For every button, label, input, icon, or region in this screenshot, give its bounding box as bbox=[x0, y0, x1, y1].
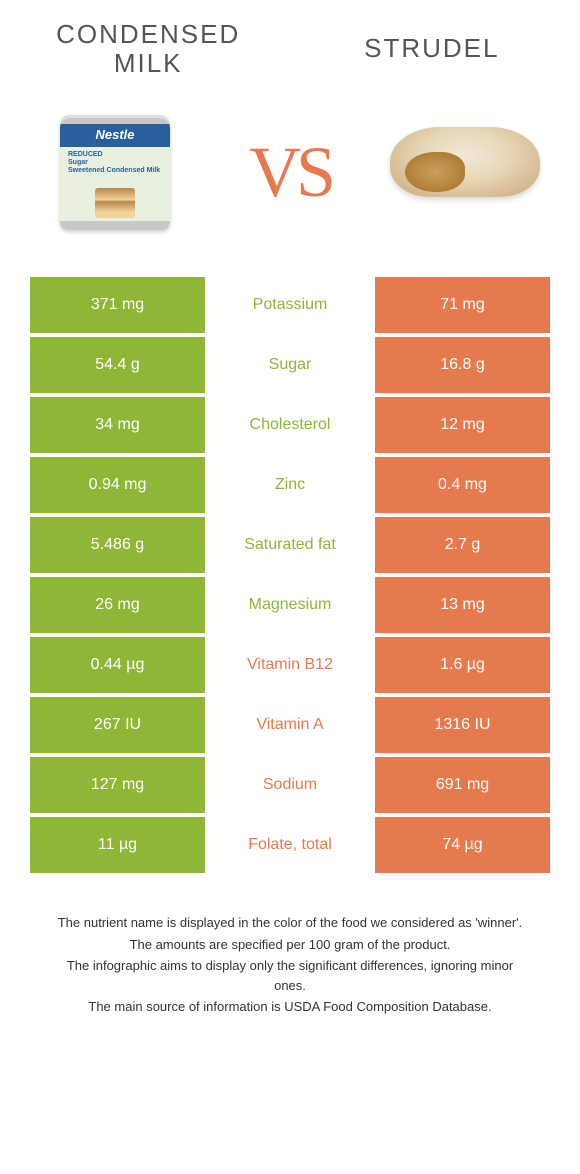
value-left: 0.44 µg bbox=[30, 637, 205, 693]
strudel-icon bbox=[390, 127, 540, 217]
nutrient-label: Sugar bbox=[205, 337, 375, 393]
comparison-table: 371 mgPotassium71 mg54.4 gSugar16.8 g34 … bbox=[30, 277, 550, 873]
nutrient-label: Magnesium bbox=[205, 577, 375, 633]
value-right: 1.6 µg bbox=[375, 637, 550, 693]
footer-notes: The nutrient name is displayed in the co… bbox=[30, 913, 550, 1017]
table-row: 5.486 gSaturated fat2.7 g bbox=[30, 517, 550, 573]
table-row: 127 mgSodium691 mg bbox=[30, 757, 550, 813]
value-left: 26 mg bbox=[30, 577, 205, 633]
value-right: 2.7 g bbox=[375, 517, 550, 573]
value-right: 16.8 g bbox=[375, 337, 550, 393]
footer-line: The nutrient name is displayed in the co… bbox=[50, 913, 530, 933]
nutrient-label: Vitamin A bbox=[205, 697, 375, 753]
value-left: 54.4 g bbox=[30, 337, 205, 393]
value-right: 12 mg bbox=[375, 397, 550, 453]
nutrient-label: Cholesterol bbox=[205, 397, 375, 453]
value-right: 74 µg bbox=[375, 817, 550, 873]
footer-line: The main source of information is USDA F… bbox=[50, 997, 530, 1017]
infographic-container: CONDENSEDMILK STRUDEL VS 371 mgPotassium… bbox=[0, 0, 580, 1039]
table-row: 0.94 mgZinc0.4 mg bbox=[30, 457, 550, 513]
table-row: 34 mgCholesterol12 mg bbox=[30, 397, 550, 453]
footer-line: The amounts are specified per 100 gram o… bbox=[50, 935, 530, 955]
value-left: 127 mg bbox=[30, 757, 205, 813]
value-right: 1316 IU bbox=[375, 697, 550, 753]
header: CONDENSEDMILK STRUDEL bbox=[30, 20, 550, 77]
table-row: 11 µgFolate, total74 µg bbox=[30, 817, 550, 873]
food-image-left bbox=[40, 107, 190, 237]
nutrient-label: Folate, total bbox=[205, 817, 375, 873]
nutrient-label: Saturated fat bbox=[205, 517, 375, 573]
nutrient-label: Potassium bbox=[205, 277, 375, 333]
value-right: 0.4 mg bbox=[375, 457, 550, 513]
value-left: 34 mg bbox=[30, 397, 205, 453]
value-left: 5.486 g bbox=[30, 517, 205, 573]
footer-line: The infographic aims to display only the… bbox=[50, 956, 530, 995]
value-right: 13 mg bbox=[375, 577, 550, 633]
table-row: 0.44 µgVitamin B121.6 µg bbox=[30, 637, 550, 693]
food-image-right bbox=[390, 107, 540, 237]
table-row: 54.4 gSugar16.8 g bbox=[30, 337, 550, 393]
value-left: 371 mg bbox=[30, 277, 205, 333]
value-left: 11 µg bbox=[30, 817, 205, 873]
value-right: 71 mg bbox=[375, 277, 550, 333]
nutrient-label: Vitamin B12 bbox=[205, 637, 375, 693]
title-left: CONDENSEDMILK bbox=[30, 20, 266, 77]
value-left: 267 IU bbox=[30, 697, 205, 753]
value-right: 691 mg bbox=[375, 757, 550, 813]
nutrient-label: Sodium bbox=[205, 757, 375, 813]
hero-row: VS bbox=[30, 107, 550, 237]
vs-label: VS bbox=[249, 131, 331, 214]
title-right: STRUDEL bbox=[314, 34, 550, 63]
value-left: 0.94 mg bbox=[30, 457, 205, 513]
table-row: 26 mgMagnesium13 mg bbox=[30, 577, 550, 633]
table-row: 267 IUVitamin A1316 IU bbox=[30, 697, 550, 753]
condensed-milk-icon bbox=[60, 115, 170, 230]
table-row: 371 mgPotassium71 mg bbox=[30, 277, 550, 333]
nutrient-label: Zinc bbox=[205, 457, 375, 513]
